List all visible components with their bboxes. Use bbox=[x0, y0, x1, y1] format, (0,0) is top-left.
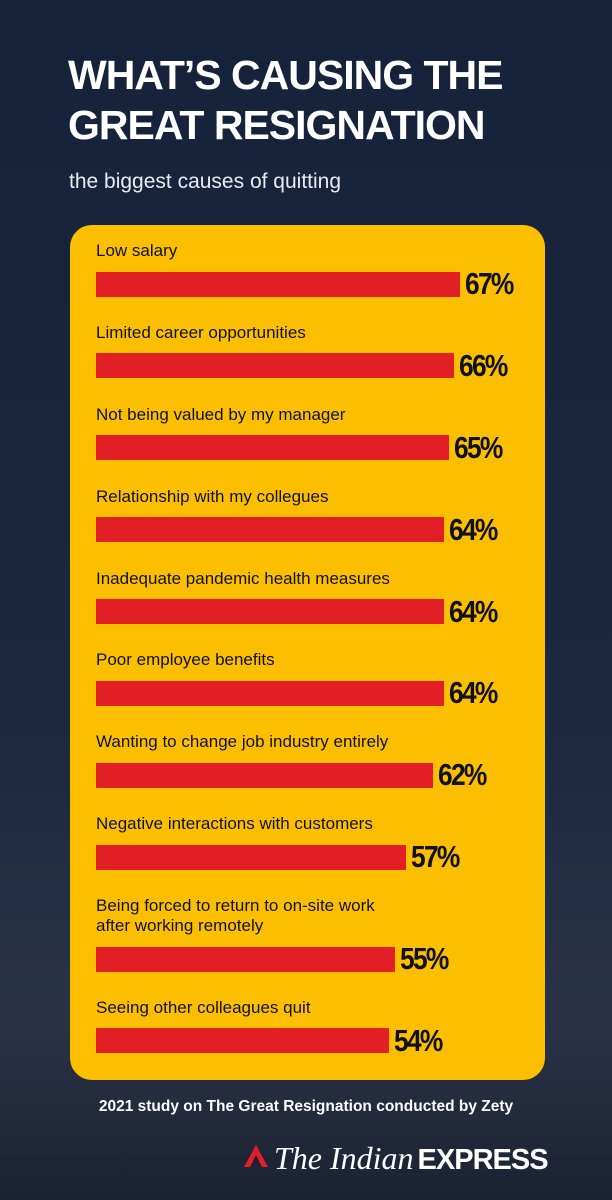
bar bbox=[96, 844, 406, 870]
bar-line: 64% bbox=[96, 675, 545, 711]
bar-row: Relationship with my collegues 64% bbox=[96, 486, 545, 547]
bar-row: Negative interactions with customers 57% bbox=[96, 814, 545, 875]
category-label: Low salary bbox=[96, 241, 178, 260]
value-label: 64% bbox=[448, 675, 498, 711]
category-label: Poor employee benefits bbox=[96, 650, 275, 670]
category-label: Not being valued by my manager bbox=[96, 404, 346, 424]
bar-row: Being forced to return to on-site work a… bbox=[96, 896, 545, 976]
category-label: Negative interactions with customers bbox=[96, 814, 373, 834]
bar bbox=[96, 353, 455, 379]
category-label: Being forced to return to on-site work a… bbox=[96, 896, 375, 935]
category-label: Relationship with my collegues bbox=[96, 486, 329, 506]
bar bbox=[96, 680, 444, 706]
chart-panel: Low salary 67% Limited career opportunitie… bbox=[70, 225, 545, 1080]
bar-line: 64% bbox=[96, 511, 545, 547]
bar-line: 65% bbox=[96, 429, 545, 465]
bar-row: Not being valued by my manager 65% bbox=[96, 404, 545, 465]
value-label: 65% bbox=[453, 429, 503, 465]
bar-row: Wanting to change job industry entirely 6… bbox=[96, 732, 545, 793]
bar bbox=[96, 946, 395, 972]
value-label: 57% bbox=[410, 839, 460, 875]
value-label: 64% bbox=[448, 593, 498, 629]
category-label: Limited career opportunities bbox=[96, 322, 306, 342]
value-label: 54% bbox=[394, 1022, 443, 1058]
value-label: 62% bbox=[437, 757, 487, 793]
brand: The Indian EXPRESS bbox=[242, 1140, 549, 1177]
category-label: Seeing other colleagues quit bbox=[96, 997, 311, 1017]
bar bbox=[96, 435, 449, 461]
bar bbox=[96, 517, 444, 543]
bar-row: Seeing other colleagues quit 54% bbox=[96, 997, 545, 1058]
bar-line: 54% bbox=[96, 1022, 545, 1058]
logo-shape bbox=[250, 1155, 262, 1167]
category-label: Wanting to change job industry entirely bbox=[96, 732, 389, 752]
bar-row: Limited career opportunities 66% bbox=[96, 322, 545, 383]
bar-line: 57% bbox=[96, 839, 545, 875]
bar-line: 62% bbox=[96, 757, 545, 793]
brand-name: The Indian bbox=[274, 1140, 414, 1176]
bar-row: Low salary 67% bbox=[96, 241, 545, 301]
bar-line: 67% bbox=[96, 266, 545, 301]
bar-row: Poor employee benefits 64% bbox=[96, 650, 545, 711]
bar-line: 64% bbox=[96, 593, 545, 629]
bar bbox=[96, 762, 433, 788]
bar-row: Inadequate pandemic health measures 64% bbox=[96, 568, 545, 629]
bar bbox=[96, 271, 460, 297]
brand-logo bbox=[244, 1145, 268, 1167]
value-label: 67% bbox=[464, 266, 514, 301]
chart-title: WHAT’S CAUSING THE GREAT RESIGNATION bbox=[68, 52, 504, 148]
bar bbox=[96, 1028, 390, 1054]
value-label: 66% bbox=[459, 347, 508, 383]
value-label: 64% bbox=[448, 511, 498, 547]
brand-emphasis: EXPRESS bbox=[417, 1144, 549, 1176]
bar-line: 55% bbox=[96, 941, 545, 976]
bar-line: 66% bbox=[96, 347, 545, 383]
source-note: 2021 study on The Great Resignation cond… bbox=[98, 1098, 514, 1115]
bar bbox=[96, 599, 444, 624]
chart-subtitle: the biggest causes of quitting bbox=[69, 170, 342, 193]
category-label: Inadequate pandemic health measures bbox=[96, 568, 390, 588]
value-label: 55% bbox=[399, 941, 449, 976]
